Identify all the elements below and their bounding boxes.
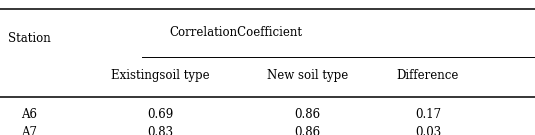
- Text: Existingsoil type: Existingsoil type: [111, 69, 210, 82]
- Text: 0.83: 0.83: [148, 126, 173, 135]
- Text: Station: Station: [8, 32, 51, 45]
- Text: 0.69: 0.69: [147, 108, 174, 121]
- Text: 0.86: 0.86: [295, 126, 320, 135]
- Text: 0.17: 0.17: [415, 108, 441, 121]
- Text: CorrelationCoefficient: CorrelationCoefficient: [169, 26, 302, 39]
- Text: New soil type: New soil type: [267, 69, 348, 82]
- Text: Difference: Difference: [397, 69, 459, 82]
- Text: A6: A6: [21, 108, 37, 121]
- Text: A7: A7: [21, 126, 37, 135]
- Text: 0.03: 0.03: [415, 126, 441, 135]
- Text: 0.86: 0.86: [295, 108, 320, 121]
